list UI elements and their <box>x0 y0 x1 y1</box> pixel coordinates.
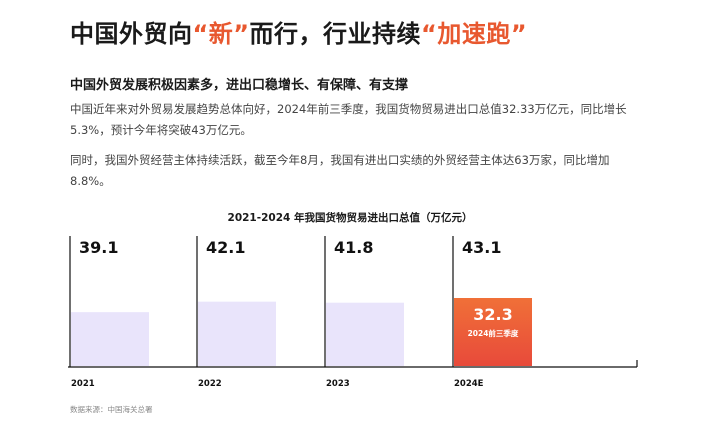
category-label-2021: 2021 <box>71 379 95 389</box>
value-label-2022: 42.1 <box>206 238 245 257</box>
section-subtitle: 中国外贸发展积极因素多，进出口稳增长、有保障、有支撑 <box>70 78 409 93</box>
highlight-label: 2024前三季度 <box>468 328 519 338</box>
category-label-2022: 2022 <box>198 379 222 389</box>
bar-2022 <box>198 301 276 366</box>
page-title: 中国外贸向“新”而行，行业持续“加速跑” <box>70 20 528 48</box>
category-label-2023: 2023 <box>326 379 350 389</box>
value-label-2021: 39.1 <box>79 238 118 257</box>
category-label-2024E: 2024E <box>454 379 484 389</box>
value-label-2024E: 43.1 <box>462 238 501 257</box>
chart-title: 2021-2024 年我国货物贸易进出口总值（万亿元） <box>227 212 473 224</box>
value-label-2023: 41.8 <box>334 238 373 257</box>
paragraph-trade-volume: 中国近年来对外贸易发展趋势总体向好，2024年前三季度，我国货物贸易进出口总值3… <box>70 102 627 137</box>
bar-2023 <box>326 302 404 366</box>
paragraph-trade-entities: 同时，我国外贸经营主体持续活跃，截至今年8月，我国有进出口实绩的外贸经营主体达6… <box>70 153 610 188</box>
highlight-value-label: 32.3 <box>473 305 512 324</box>
bar-2021 <box>71 312 149 366</box>
data-source: 数据来源：中国海关总署 <box>70 405 153 414</box>
bar-highlight-2024-q3 <box>454 298 532 366</box>
